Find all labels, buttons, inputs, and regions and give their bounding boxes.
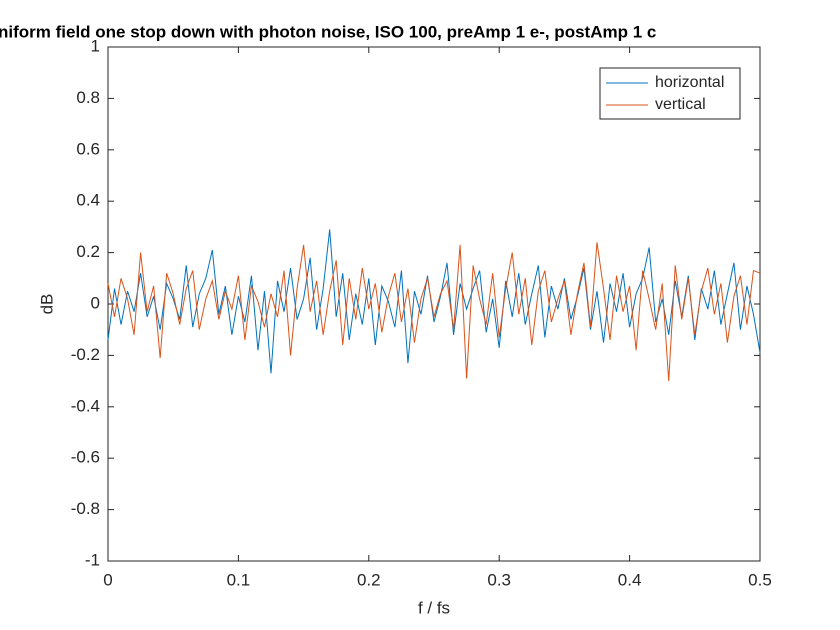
plot-area: [107, 46, 761, 562]
y-tick-label: -0.2: [71, 345, 100, 364]
y-tick-label: 0: [91, 293, 100, 312]
y-axis-label: dB: [37, 294, 56, 315]
x-tick-label: 0.3: [487, 570, 511, 589]
y-tick-label: -0.6: [71, 448, 100, 467]
legend-box: [599, 67, 741, 120]
y-tick-label: -0.4: [71, 396, 100, 415]
line-series: [107, 229, 761, 374]
chart-title: niform field one stop down with photon n…: [0, 22, 656, 41]
y-tick-label: -1: [85, 550, 100, 569]
x-tick-label: 0.4: [618, 570, 642, 589]
y-tick-label: 0.8: [76, 88, 100, 107]
x-tick-label: 0.1: [227, 570, 251, 589]
x-axis-label: f / fs: [418, 598, 450, 617]
y-tick-label: 0.6: [76, 139, 100, 158]
x-tick-label: 0: [103, 570, 112, 589]
y-tick-label: -0.8: [71, 499, 100, 518]
y-tick-label: 0.4: [76, 191, 100, 210]
legend-label: horizontal: [655, 74, 724, 91]
line-series: [107, 242, 761, 382]
y-tick-label: 0.2: [76, 242, 100, 261]
legend-label: vertical: [655, 96, 706, 113]
x-tick-label: 0.5: [748, 570, 772, 589]
y-tick-label: 1: [91, 36, 100, 55]
x-tick-label: 0.2: [357, 570, 381, 589]
